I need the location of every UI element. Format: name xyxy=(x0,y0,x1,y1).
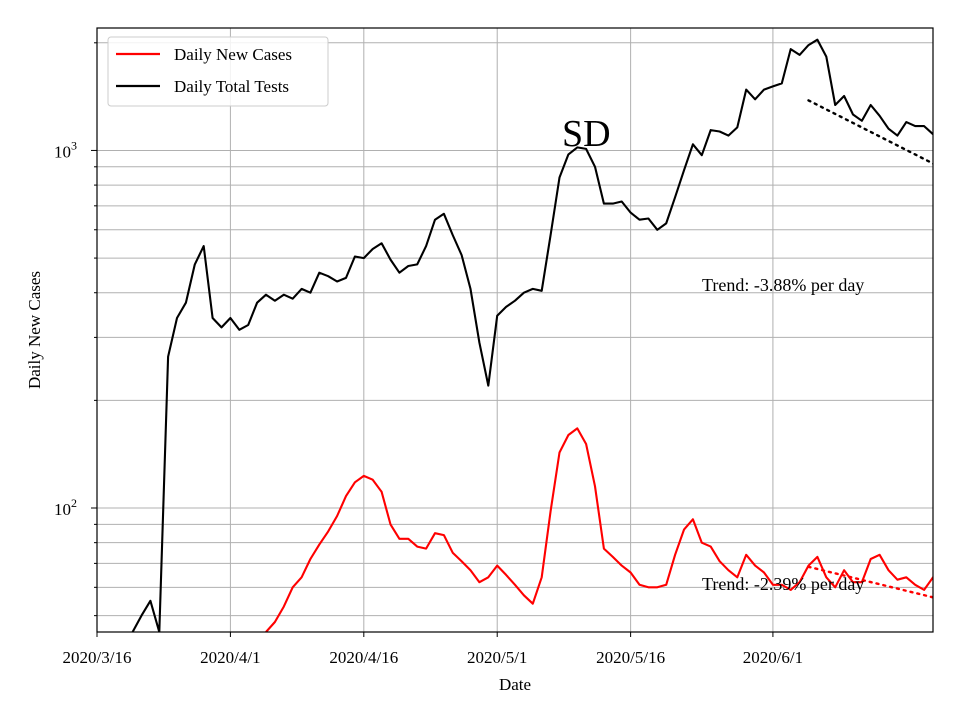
plot-frame xyxy=(96,27,934,633)
x-tick-label: 2020/4/16 xyxy=(329,648,398,667)
y-tick-label-exponent: 2 xyxy=(71,496,77,510)
y-axis-label: Daily New Cases xyxy=(25,271,44,389)
axis-ticks: 2020/3/16 2020/4/1 2020/4/16 2020/5/1 2020/5… xyxy=(54,42,803,667)
y-tick-label: 102 xyxy=(54,496,77,519)
trend-line-tests xyxy=(807,99,933,165)
annotation-cases-trend: Trend: -2.39% per day xyxy=(702,574,864,594)
y-tick-label-base: 10 xyxy=(54,142,71,161)
x-tick-label: 2020/5/16 xyxy=(596,648,665,667)
series-group xyxy=(131,38,933,632)
annotation-sd: SD xyxy=(562,113,611,155)
grid xyxy=(96,28,933,632)
annotation-tests-trend: Trend: -3.88% per day xyxy=(702,275,864,295)
x-tick-label: 2020/4/1 xyxy=(200,648,260,667)
legend-box xyxy=(107,36,329,107)
series-line-daily-new-cases xyxy=(265,427,933,632)
legend-label-tests: Daily Total Tests xyxy=(174,77,289,96)
y-tick-label-base: 10 xyxy=(54,500,71,519)
y-tick-label-exponent: 3 xyxy=(71,138,77,152)
x-tick-label: 2020/3/16 xyxy=(63,648,132,667)
legend-label-cases: Daily New Cases xyxy=(174,45,292,64)
y-tick-label: 103 xyxy=(54,138,77,161)
x-tick-label: 2020/6/1 xyxy=(743,648,803,667)
x-tick-label: 2020/5/1 xyxy=(467,648,527,667)
legend: Daily New Cases Daily Total Tests xyxy=(107,36,329,107)
series-line-daily-total-tests xyxy=(131,38,933,632)
x-axis-label: Date xyxy=(499,675,531,694)
